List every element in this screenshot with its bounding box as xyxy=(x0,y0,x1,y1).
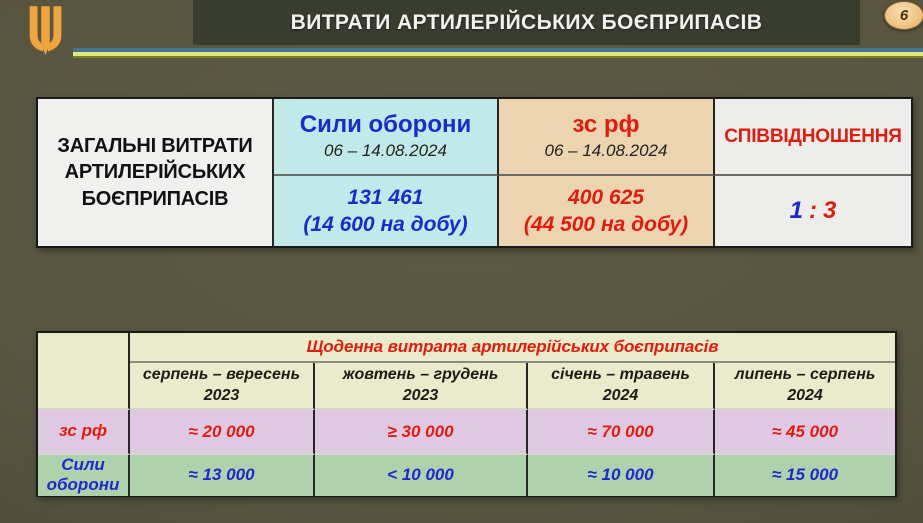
daily-expenditure-table: Щоденна витрата артилерійських боєприпас… xyxy=(36,331,897,497)
defense-period: 06 – 14.08.2024 xyxy=(324,141,447,161)
rf-header-cell: зс рф 06 – 14.08.2024 xyxy=(499,99,715,176)
defense-row-label: Сили оборони xyxy=(46,455,120,495)
defense-value-2-cell: < 10 000 xyxy=(315,455,528,496)
ukraine-trident-icon xyxy=(29,6,62,56)
period-1-year: 2023 xyxy=(203,386,240,404)
rf-value-4-cell: ≈ 45 000 xyxy=(715,410,895,455)
ratio-separator: : xyxy=(809,197,817,224)
period-3-range: січень – травень xyxy=(551,365,690,383)
flag-yellow-stripe xyxy=(73,52,923,56)
flag-blue-stripe xyxy=(73,48,923,52)
totals-row-label: ЗАГАЛЬНІ ВИТРАТИ АРТИЛЕРІЙСЬКИХ БОЄПРИПА… xyxy=(38,99,274,246)
defense-per-day: (14 600 на добу) xyxy=(303,213,468,236)
rf-value-1-cell: ≈ 20 000 xyxy=(130,410,315,455)
rf-value-2-cell: ≥ 30 000 xyxy=(315,410,528,455)
rf-row-label: зс рф xyxy=(58,421,108,441)
ratio-right: 3 xyxy=(823,197,837,224)
rf-period: 06 – 14.08.2024 xyxy=(544,141,668,161)
ratio-value-cell: 1:3 xyxy=(715,176,911,246)
period-3-year: 2024 xyxy=(602,386,639,404)
rf-value-3: ≈ 70 000 xyxy=(587,421,654,441)
flag-shadow-stripe xyxy=(73,56,923,58)
period-2-year: 2023 xyxy=(402,386,439,404)
totals-table: ЗАГАЛЬНІ ВИТРАТИ АРТИЛЕРІЙСЬКИХ БОЄПРИПА… xyxy=(36,97,913,248)
ratio-label: СПІВВІДНОШЕННЯ xyxy=(724,125,902,147)
ratio-value: 1:3 xyxy=(790,197,837,225)
defense-total-cell: 131 461 (14 600 на добу) xyxy=(274,176,499,246)
period-header-2: жовтень – грудень 2023 xyxy=(315,363,528,410)
rf-value-1: ≈ 20 000 xyxy=(188,421,255,441)
defense-value-2: < 10 000 xyxy=(387,465,454,485)
defense-value-3: ≈ 10 000 xyxy=(587,465,654,485)
defense-value-1: ≈ 13 000 xyxy=(188,465,255,485)
defense-value-4: ≈ 15 000 xyxy=(771,465,839,485)
rf-value-3-cell: ≈ 70 000 xyxy=(528,410,715,455)
period-4-year: 2024 xyxy=(787,386,823,404)
daily-table-title: Щоденна витрата артилерійських боєприпас… xyxy=(306,337,719,356)
page-number: 6 xyxy=(899,7,909,24)
rf-forces-name: зс рф xyxy=(572,110,640,138)
rf-row-label-cell: зс рф xyxy=(38,410,130,455)
period-2-range: жовтень – грудень xyxy=(342,365,499,383)
defense-value-1-cell: ≈ 13 000 xyxy=(130,455,315,496)
period-1-range: серпень – вересень xyxy=(142,365,301,383)
totals-label-line3: БОЄПРИПАСІВ xyxy=(81,187,229,210)
ratio-left: 1 xyxy=(789,197,803,224)
period-header-3: січень – травень 2024 xyxy=(528,363,715,410)
totals-label-line2: АРТИЛЕРІЙСЬКИХ xyxy=(64,161,246,184)
rf-value-2: ≥ 30 000 xyxy=(387,421,454,441)
slide-title-band: ВИТРАТИ АРТИЛЕРІЙСЬКИХ БОЄПРИПАСІВ xyxy=(193,0,860,45)
defense-total: 131 461 xyxy=(347,185,424,209)
rf-total: 400 625 xyxy=(568,185,644,209)
period-4-range: липень – серпень xyxy=(734,365,876,383)
flag-divider-line xyxy=(73,48,923,58)
rf-total-cell: 400 625 (44 500 на добу) xyxy=(499,176,715,246)
defense-forces-name: Сили оборони xyxy=(299,110,472,138)
ratio-header-cell: СПІВВІДНОШЕННЯ xyxy=(715,99,911,176)
defense-value-3-cell: ≈ 10 000 xyxy=(528,455,715,496)
rf-value-4: ≈ 45 000 xyxy=(771,421,839,441)
defense-value-4-cell: ≈ 15 000 xyxy=(715,455,895,496)
slide-title: ВИТРАТИ АРТИЛЕРІЙСЬКИХ БОЄПРИПАСІВ xyxy=(290,10,763,34)
defense-row-label-cell: Сили оборони xyxy=(38,455,130,496)
totals-label-line1: ЗАГАЛЬНІ ВИТРАТИ xyxy=(57,134,253,157)
period-header-4: липень – серпень 2024 xyxy=(715,363,895,410)
period-header-1: серпень – вересень 2023 xyxy=(130,363,315,410)
rf-per-day: (44 500 на добу) xyxy=(523,213,689,236)
page-number-badge: 6 xyxy=(884,1,923,30)
daily-corner-cell xyxy=(38,333,130,410)
daily-title-cell: Щоденна витрата артилерійських боєприпас… xyxy=(130,333,895,363)
defense-header-cell: Сили оборони 06 – 14.08.2024 xyxy=(274,99,499,176)
